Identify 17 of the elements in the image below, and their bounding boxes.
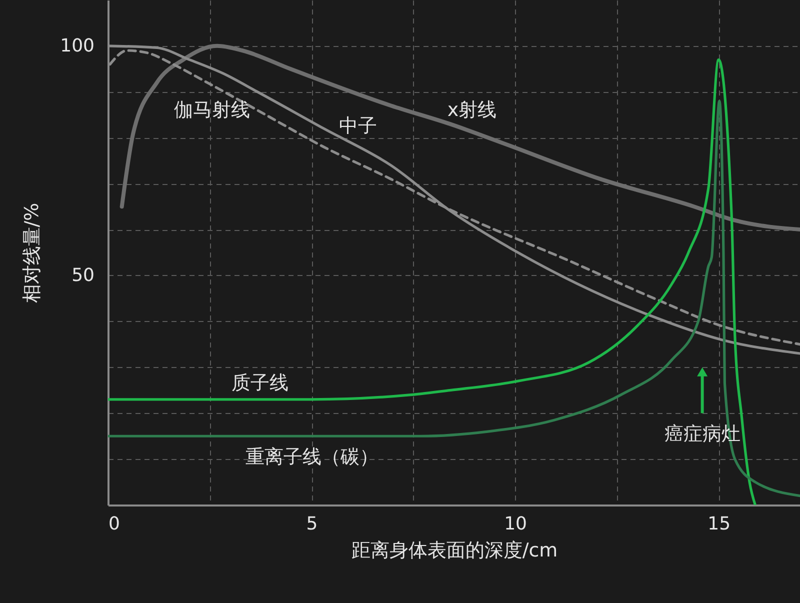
x-tick-label: 15 bbox=[708, 514, 731, 534]
series-label: 质子线 bbox=[232, 372, 288, 394]
x-tick-label: 5 bbox=[306, 514, 318, 534]
y-tick-label: 50 bbox=[72, 264, 94, 286]
x-tick-label: 10 bbox=[504, 514, 528, 534]
line-series bbox=[120, 44, 800, 232]
y-axis-title: 相对线量/% bbox=[21, 202, 44, 304]
line-series bbox=[108, 58, 757, 505]
series-label: 重离子线（碳） bbox=[246, 446, 378, 468]
series-label: 中子 bbox=[339, 115, 377, 137]
line-series bbox=[108, 100, 800, 498]
x-axis-title: 距离身体表面的深度/cm bbox=[351, 540, 558, 562]
x-tick-label: 0 bbox=[108, 514, 120, 534]
series-label: 伽马射线 bbox=[174, 99, 250, 121]
y-tick-label: 100 bbox=[60, 35, 94, 56]
series-label: x射线 bbox=[447, 99, 497, 121]
annotation: 癌症病灶 bbox=[664, 422, 740, 445]
